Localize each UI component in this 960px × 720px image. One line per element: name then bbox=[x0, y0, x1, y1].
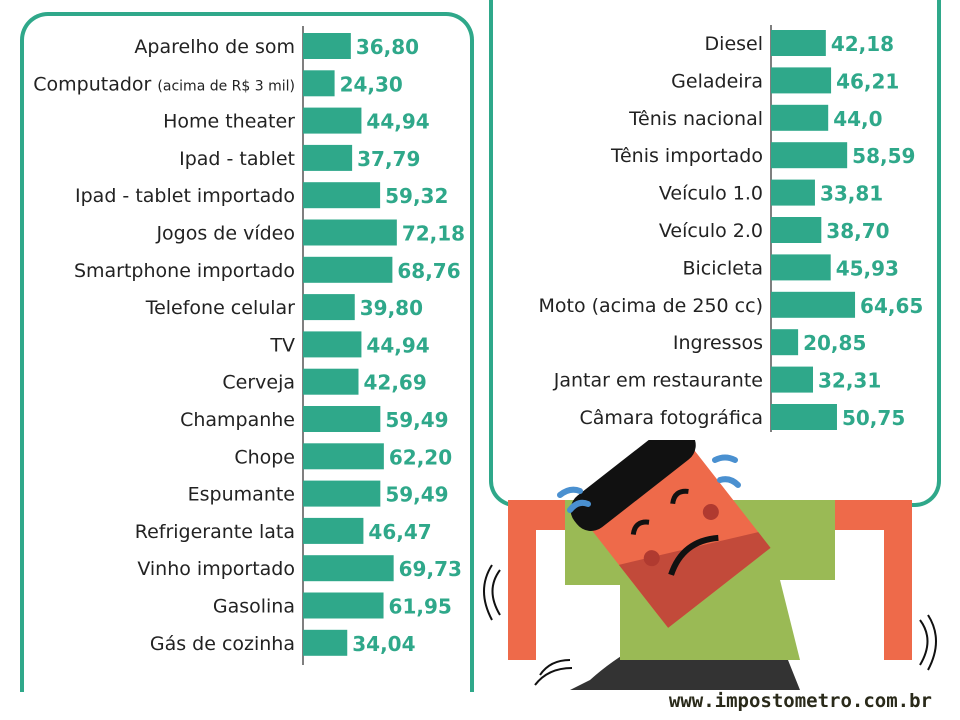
data-label: 62,20 bbox=[389, 445, 452, 469]
data-label: 39,80 bbox=[360, 296, 423, 320]
bar bbox=[303, 368, 359, 395]
bar bbox=[303, 144, 353, 171]
bar bbox=[303, 443, 384, 470]
category-label: Câmara fotográfica bbox=[579, 407, 763, 429]
bar bbox=[303, 107, 362, 134]
data-label: 36,80 bbox=[356, 35, 419, 59]
bar bbox=[771, 142, 848, 169]
category-label: Smartphone importado bbox=[74, 260, 295, 282]
category-label: Moto (acima de 250 cc) bbox=[538, 295, 763, 317]
data-label: 32,31 bbox=[818, 369, 881, 393]
left-bar-chart: Aparelho de som 36,80 Computador (acima de… bbox=[33, 26, 465, 665]
website-footer[interactable]: www.impostometro.com.br bbox=[668, 690, 932, 712]
bar bbox=[303, 70, 335, 97]
data-label: 59,49 bbox=[385, 408, 448, 432]
category-label: Bicicleta bbox=[682, 257, 763, 279]
bar bbox=[771, 104, 829, 131]
data-label: 37,79 bbox=[357, 147, 420, 171]
category-label: Espumante bbox=[188, 484, 295, 506]
data-label: 64,65 bbox=[860, 294, 923, 318]
bar bbox=[771, 404, 837, 430]
bar bbox=[303, 294, 355, 321]
bar bbox=[771, 179, 815, 206]
data-label: 42,18 bbox=[831, 32, 894, 56]
category-label: Gás de cozinha bbox=[150, 633, 295, 655]
data-label: 50,75 bbox=[842, 406, 905, 430]
bar bbox=[303, 592, 384, 619]
category-label: Telefone celular bbox=[145, 297, 295, 319]
data-label: 44,0 bbox=[833, 107, 882, 131]
bar bbox=[771, 30, 826, 56]
category-label: Tênis nacional bbox=[628, 108, 763, 130]
bar bbox=[771, 329, 799, 356]
category-label: Aparelho de som bbox=[134, 36, 295, 58]
category-label: Vinho importado bbox=[137, 558, 295, 580]
bar bbox=[303, 331, 362, 358]
bar bbox=[303, 629, 348, 656]
bar bbox=[771, 67, 832, 94]
left-chart-panel bbox=[20, 12, 474, 692]
category-label: Gasolina bbox=[213, 596, 295, 618]
bar bbox=[303, 406, 381, 432]
category-label: Champanhe bbox=[180, 409, 295, 431]
data-label: 46,47 bbox=[368, 520, 431, 544]
data-label: 33,81 bbox=[820, 182, 883, 206]
data-label: 42,69 bbox=[363, 371, 426, 395]
category-label: Diesel bbox=[705, 33, 763, 55]
data-label: 46,21 bbox=[836, 69, 899, 93]
data-label: 72,18 bbox=[402, 222, 465, 246]
data-label: 24,30 bbox=[340, 72, 403, 96]
category-label: Chope bbox=[234, 446, 295, 468]
bar bbox=[303, 33, 351, 59]
bar bbox=[303, 219, 397, 246]
category-label: Ipad - tablet bbox=[179, 148, 295, 170]
data-label: 61,95 bbox=[389, 595, 452, 619]
data-label: 59,49 bbox=[385, 483, 448, 507]
category-label: Ipad - tablet importado bbox=[75, 185, 295, 207]
data-label: 45,93 bbox=[836, 256, 899, 280]
stressed-man-illustration bbox=[483, 440, 937, 690]
bar bbox=[771, 254, 831, 281]
category-label: Computador (acima de R$ 3 mil) bbox=[33, 73, 295, 95]
bar bbox=[303, 256, 393, 283]
category-label: Refrigerante lata bbox=[135, 521, 295, 543]
category-label: Home theater bbox=[163, 111, 295, 133]
bar bbox=[303, 480, 381, 507]
bar bbox=[303, 555, 394, 582]
data-label: 58,59 bbox=[852, 144, 915, 168]
data-label: 44,94 bbox=[366, 333, 429, 357]
right-chart-panel bbox=[489, 0, 941, 507]
category-label: Cerveja bbox=[222, 372, 295, 394]
category-label: Veículo 2.0 bbox=[659, 220, 763, 242]
data-label: 34,04 bbox=[352, 632, 415, 656]
data-label: 44,94 bbox=[366, 110, 429, 134]
right-bar-chart: Diesel 42,18 Geladeira 46,21 Tênis nacional 4… bbox=[538, 25, 923, 432]
bar bbox=[771, 366, 814, 393]
data-label: 59,32 bbox=[385, 184, 448, 208]
data-label: 38,70 bbox=[826, 219, 889, 243]
category-label: TV bbox=[269, 334, 295, 356]
data-label: 69,73 bbox=[399, 557, 462, 581]
bar bbox=[303, 182, 381, 209]
data-label: 20,85 bbox=[803, 331, 866, 355]
category-label: Ingressos bbox=[673, 332, 763, 354]
category-label: Veículo 1.0 bbox=[659, 183, 763, 205]
bar bbox=[303, 517, 364, 544]
data-label: 68,76 bbox=[397, 259, 460, 283]
bar bbox=[771, 291, 856, 318]
category-label: Tênis importado bbox=[610, 145, 763, 167]
category-label: Jogos de vídeo bbox=[155, 223, 295, 245]
category-label: Geladeira bbox=[671, 70, 763, 92]
bar bbox=[771, 217, 822, 243]
category-label: Jantar em restaurante bbox=[553, 370, 763, 392]
